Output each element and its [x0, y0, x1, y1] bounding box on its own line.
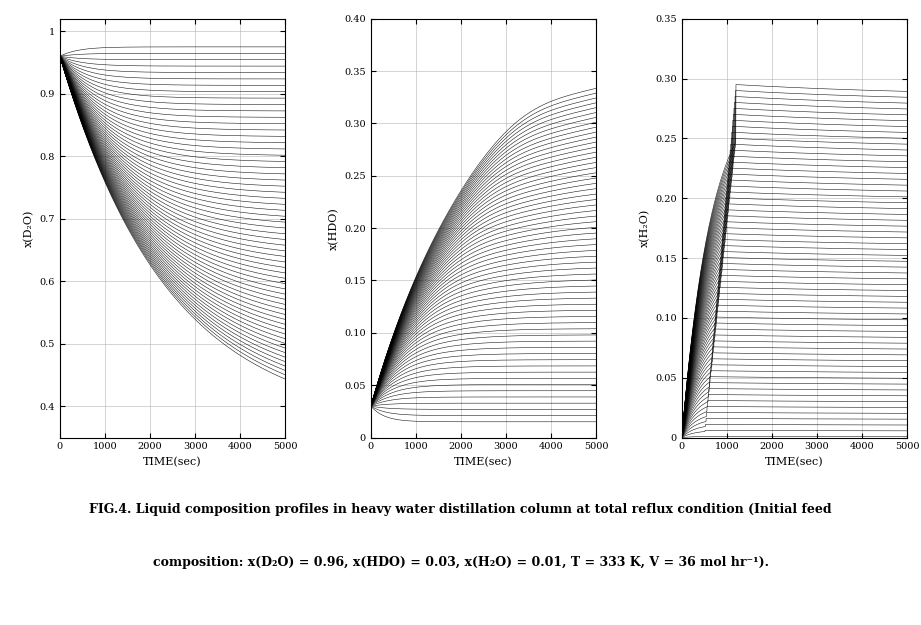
Y-axis label: x(D₂O): x(D₂O) [24, 209, 34, 247]
X-axis label: TIME(sec): TIME(sec) [454, 457, 513, 468]
X-axis label: TIME(sec): TIME(sec) [765, 457, 823, 468]
Y-axis label: x(H₂O): x(H₂O) [639, 209, 650, 248]
X-axis label: TIME(sec): TIME(sec) [144, 457, 202, 468]
Text: FIG.4. Liquid composition profiles in heavy water distillation column at total r: FIG.4. Liquid composition profiles in he… [89, 503, 832, 516]
Y-axis label: x(HDO): x(HDO) [329, 207, 339, 249]
Text: composition: x(D₂O) = 0.96, x(HDO) = 0.03, x(H₂O) = 0.01, T = 333 K, V = 36 mol : composition: x(D₂O) = 0.96, x(HDO) = 0.0… [153, 556, 768, 569]
